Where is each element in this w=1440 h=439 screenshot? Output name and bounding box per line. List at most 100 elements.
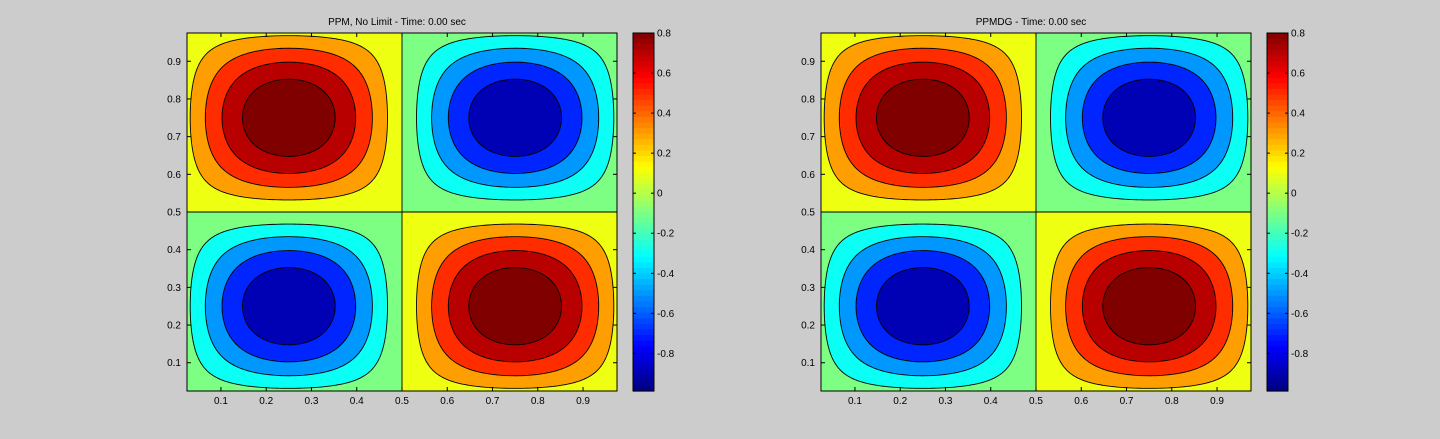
colorbar-tick-label: -0.2 <box>1291 229 1309 240</box>
contour-line <box>204 47 600 377</box>
x-tick-label: 0.1 <box>214 396 228 407</box>
colorbar-segment <box>1267 156 1288 163</box>
colorbar-segment <box>1267 256 1288 263</box>
colorbar-tick-label: 0.8 <box>1291 29 1305 40</box>
x-tick-label: 0.4 <box>984 396 998 407</box>
x-tick-label: 0.8 <box>1165 396 1179 407</box>
y-tick-label: 0.1 <box>801 358 815 369</box>
y-tick-label: 0.2 <box>801 321 815 332</box>
colorbar-segment <box>633 206 654 213</box>
colorbar-segment <box>1267 385 1288 392</box>
colorbar-segment <box>1267 167 1288 174</box>
chart-title: PPM, No Limit - Time: 0.00 sec <box>328 17 466 28</box>
colorbar-segment <box>633 301 654 308</box>
colorbar-segment <box>633 212 654 219</box>
colorbar-segment <box>633 144 654 152</box>
y-tick-label: 0.8 <box>801 94 815 105</box>
y-axis: 0.1 0.2 0.3 0.4 0.5 0.6 0.7 0.8 0.9 <box>801 57 1251 369</box>
colorbar-segment <box>633 189 654 196</box>
colorbar-segment <box>1267 122 1288 129</box>
y-tick-label: 0.2 <box>167 321 181 332</box>
contour-line <box>823 35 1249 389</box>
y-tick-label: 0.9 <box>167 57 181 68</box>
colorbar-tick-label: -0.4 <box>1291 269 1309 280</box>
colorbar-segment <box>1267 184 1288 191</box>
colorbar-segment <box>1267 273 1288 280</box>
x-axis: 0.1 0.2 0.3 0.4 0.5 0.6 0.7 0.8 0.9 <box>848 33 1224 407</box>
colorbar-segment <box>1267 200 1288 208</box>
colorbar-segment <box>633 273 654 280</box>
colorbar-tick-label: 0.2 <box>657 149 671 160</box>
plot-area <box>186 32 618 392</box>
y-tick-label: 0.7 <box>801 132 815 143</box>
y-tick-label: 0.3 <box>167 283 181 294</box>
colorbar-segment <box>1267 105 1288 112</box>
colorbar-segment <box>1267 351 1288 359</box>
chart-title: PPMDG - Time: 0.00 sec <box>976 17 1087 28</box>
colorbar-segment <box>633 72 654 79</box>
colorbar-segment <box>633 363 654 370</box>
colorbar-segment <box>633 105 654 112</box>
contour-line <box>221 61 583 363</box>
colorbar-segment <box>1267 55 1288 62</box>
colorbar-segment <box>633 156 654 163</box>
colorbar-segment <box>633 83 654 90</box>
colorbar-segment <box>633 374 654 381</box>
colorbar: 0.8 0.6 0.4 0.2 0 -0.2 -0.4 -0.6 -0.8 <box>632 29 675 392</box>
colorbar-segment <box>633 150 654 157</box>
x-tick-label: 0.1 <box>848 396 862 407</box>
x-tick-label: 0.9 <box>1210 396 1224 407</box>
colorbar-segment <box>633 351 654 359</box>
y-tick-label: 0.7 <box>167 132 181 143</box>
colorbar-segment <box>1267 94 1288 101</box>
y-tick-label: 0.3 <box>801 283 815 294</box>
colorbar-segment <box>1267 139 1288 146</box>
colorbar-segment <box>1267 83 1288 90</box>
colorbar-tick-label: -0.4 <box>657 269 675 280</box>
x-tick-label: 0.2 <box>259 396 273 407</box>
colorbar-segment <box>1267 217 1288 224</box>
colorbar-segment <box>633 262 654 269</box>
colorbar-segment <box>633 385 654 392</box>
x-tick-label: 0.2 <box>893 396 907 407</box>
y-tick-label: 0.1 <box>167 358 181 369</box>
colorbar-segment <box>633 100 654 107</box>
colorbar-segment <box>633 234 654 241</box>
colorbar-segment <box>1267 284 1288 291</box>
colorbar-tick-label: -0.6 <box>1291 309 1309 320</box>
colorbar-segment <box>633 33 654 40</box>
colorbar-segment <box>633 279 654 286</box>
colorbar-segment <box>1267 363 1288 370</box>
contour-line <box>242 78 562 346</box>
colorbar-segment <box>633 239 654 247</box>
colorbar-segment <box>1267 340 1288 347</box>
colorbar-tick-label: -0.8 <box>657 349 675 360</box>
colorbar-segment <box>1267 335 1288 342</box>
colorbar-segment <box>633 312 654 319</box>
colorbar-tick-label: 0.4 <box>1291 109 1305 120</box>
y-tick-label: 0.6 <box>167 170 181 181</box>
y-tick-label: 0.9 <box>801 57 815 68</box>
colorbar-tick-label: 0.6 <box>657 69 671 80</box>
colorbar-tick-label: 0 <box>1291 189 1297 200</box>
x-tick-label: 0.6 <box>1074 396 1088 407</box>
x-tick-label: 0.8 <box>531 396 545 407</box>
colorbar-tick-label: 0.6 <box>1291 69 1305 80</box>
colorbar-segment <box>1267 295 1288 303</box>
colorbar-segment <box>1267 133 1288 140</box>
colorbar-segment <box>1267 251 1288 258</box>
colorbar-segment <box>633 167 654 174</box>
colorbar-segment <box>633 38 654 45</box>
x-tick-label: 0.7 <box>1120 396 1134 407</box>
panel-ppm-no-limit: PPM, No Limit - Time: 0.00 sec 0.1 0.2 0.3… <box>167 17 675 407</box>
colorbar-segment <box>633 323 654 331</box>
y-tick-label: 0.6 <box>801 170 815 181</box>
colorbar-segment <box>633 111 654 118</box>
colorbar-segment <box>1267 368 1288 375</box>
colorbar-segment <box>633 133 654 140</box>
colorbar-segment <box>633 245 654 252</box>
colorbar-segment <box>1267 279 1288 286</box>
colorbar-segment <box>1267 172 1288 180</box>
colorbar-segment <box>633 217 654 224</box>
colorbar-segment <box>1267 318 1288 325</box>
